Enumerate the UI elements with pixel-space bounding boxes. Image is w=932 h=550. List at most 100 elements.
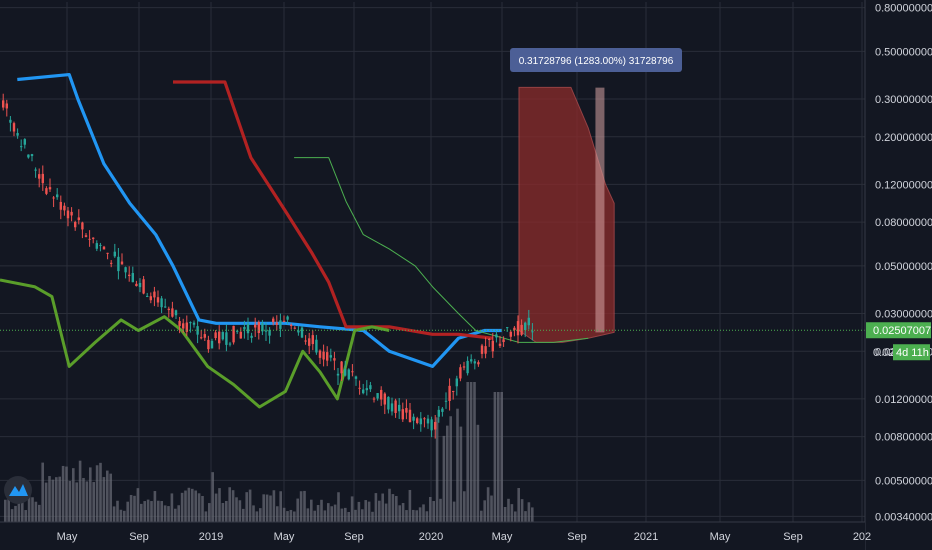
- candle-body: [120, 261, 124, 265]
- candle-body: [351, 371, 354, 373]
- last-price-label: 0.02507007: [873, 325, 931, 337]
- volume-bar: [408, 489, 412, 522]
- volume-bar: [527, 502, 531, 522]
- candle-body: [243, 326, 246, 330]
- candle-body: [56, 194, 59, 198]
- volume-bar: [432, 501, 435, 522]
- candle-body: [344, 369, 347, 376]
- candle-body: [74, 222, 77, 228]
- volume-bar: [425, 511, 429, 522]
- volume-bar: [401, 503, 405, 522]
- candle-body: [225, 332, 228, 345]
- candle-body: [106, 252, 109, 254]
- volume-bar: [140, 503, 143, 522]
- volume-bar: [174, 508, 177, 522]
- candle-body: [470, 359, 473, 362]
- candle-body: [498, 343, 502, 346]
- volume-bar: [337, 492, 340, 522]
- volume-bar: [493, 392, 497, 522]
- volume-bar: [231, 490, 235, 522]
- volume-bar: [259, 508, 262, 522]
- candle-body: [268, 330, 271, 336]
- volume-bar: [92, 482, 95, 522]
- candle-body: [408, 409, 412, 423]
- candle-body: [95, 243, 98, 249]
- candle-body: [160, 298, 163, 308]
- volume-bar: [150, 501, 153, 522]
- last-price-badge: 0.02507007: [866, 322, 931, 339]
- candle-body: [491, 340, 494, 352]
- candle-body: [315, 339, 318, 353]
- volume-bar: [44, 482, 48, 522]
- candle-body: [520, 324, 523, 335]
- volume-bar: [520, 499, 524, 522]
- volume-bar: [378, 500, 381, 522]
- volume-bar: [333, 504, 337, 522]
- candle-body: [110, 262, 113, 264]
- volume-bar: [214, 493, 218, 522]
- volume-bar: [4, 499, 7, 522]
- volume-bar: [208, 503, 211, 522]
- time-axis[interactable]: May Sep 2019 May Sep 2020 May Sep 2021 May Sep 202: [0, 521, 871, 550]
- candle-body: [236, 330, 239, 332]
- volume-bar: [106, 470, 109, 522]
- volume-bar: [242, 508, 245, 522]
- measure-label-box: [510, 48, 682, 72]
- candle-body: [48, 187, 52, 190]
- countdown-badge: 0.02 4d 11h: [873, 344, 930, 361]
- candle-body: [506, 327, 509, 329]
- candle-body: [88, 238, 91, 240]
- volume-bar: [398, 505, 401, 522]
- candle-body: [297, 330, 300, 333]
- volume-bar: [180, 492, 184, 522]
- volume-bar: [524, 511, 527, 522]
- volume-bar: [153, 491, 157, 522]
- candle-body: [182, 323, 185, 329]
- price-tick-label: 0.12000000: [875, 179, 932, 191]
- volume-bar: [235, 497, 238, 522]
- candle-body: [70, 211, 73, 216]
- tradingview-logo-icon[interactable]: [4, 476, 32, 504]
- price-axis-bg: [865, 0, 932, 550]
- volume-bar: [248, 489, 252, 522]
- candle-body: [138, 282, 142, 288]
- candle-body: [326, 352, 329, 361]
- candle-body: [462, 366, 466, 368]
- countdown-price-label: 0.02: [873, 347, 894, 359]
- candle-body: [59, 201, 62, 210]
- candle-body: [232, 325, 235, 343]
- candle-body: [398, 404, 401, 412]
- candle-body: [473, 361, 476, 364]
- volume-bar: [204, 511, 208, 522]
- volume-bar: [197, 493, 201, 522]
- volume-bar: [296, 498, 299, 522]
- volume-bar: [238, 500, 242, 522]
- volume-bar: [51, 479, 55, 522]
- volume-bar: [459, 426, 463, 522]
- volume-bar: [163, 505, 167, 522]
- candle-body: [279, 320, 282, 329]
- candle-body: [203, 334, 206, 338]
- time-axis-bg: [0, 522, 865, 550]
- volume-bar: [34, 501, 38, 522]
- measure-tool[interactable]: 0.31728796 (1283.00%) 31728796: [510, 48, 682, 72]
- volume-bar: [201, 495, 204, 522]
- volume-bar: [99, 462, 102, 522]
- time-tick-label: May: [57, 531, 78, 543]
- volume-bar: [303, 490, 306, 522]
- volume-bar: [497, 392, 500, 522]
- blue-step-line: [17, 72, 502, 369]
- candle-body: [383, 393, 386, 405]
- candle-body: [484, 346, 487, 354]
- candle-body: [210, 340, 214, 349]
- volume-bar: [170, 493, 174, 522]
- candle-body: [196, 326, 199, 335]
- candle-body: [459, 367, 462, 379]
- candle-body: [128, 274, 131, 276]
- candle-body: [354, 376, 358, 379]
- price-axis[interactable]: 0.80000000 0.50000000 0.30000000 0.20000000…: [864, 0, 932, 550]
- volume-bar: [469, 382, 473, 522]
- time-tick-label: 2020: [419, 531, 443, 543]
- volume-bar: [293, 511, 296, 522]
